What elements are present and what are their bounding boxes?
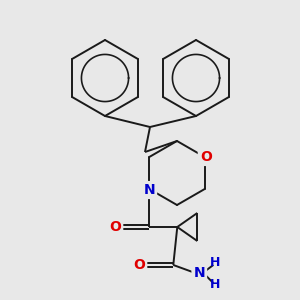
Text: N: N — [194, 266, 205, 280]
Text: H: H — [210, 256, 220, 269]
Text: O: O — [109, 220, 121, 234]
Text: N: N — [143, 183, 155, 197]
Text: O: O — [133, 258, 145, 272]
Text: O: O — [200, 150, 212, 164]
Text: H: H — [210, 278, 220, 292]
